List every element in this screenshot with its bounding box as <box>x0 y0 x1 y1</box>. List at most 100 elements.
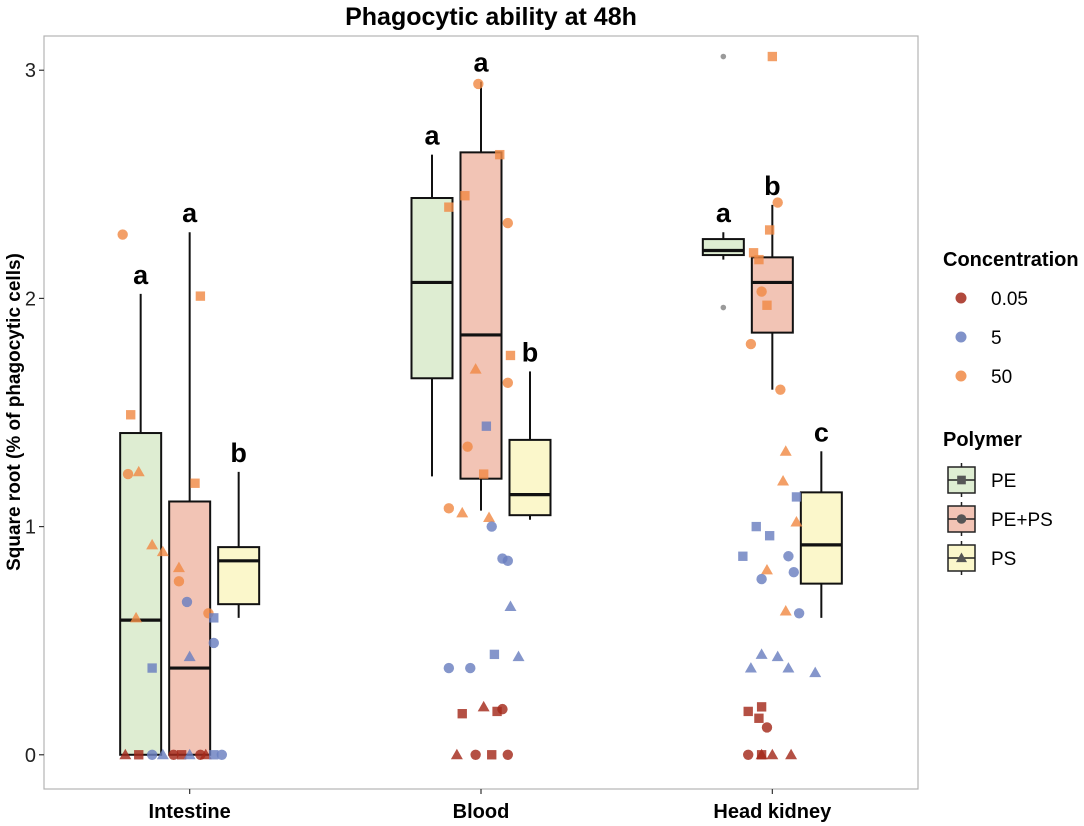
legend-polymer-label: PS <box>991 549 1016 570</box>
data-point <box>762 300 772 310</box>
data-point <box>173 576 185 587</box>
data-point <box>190 478 200 488</box>
x-axis: Intestine Blood Head kidney <box>149 789 832 823</box>
y-tick-label: 0 <box>25 745 36 767</box>
data-point <box>775 384 786 395</box>
data-point <box>502 377 514 389</box>
data-point <box>772 197 783 208</box>
data-point <box>497 703 508 715</box>
box-pe-ps <box>750 204 794 390</box>
data-point <box>146 749 158 760</box>
data-point <box>483 511 496 522</box>
point-layer <box>117 51 822 760</box>
data-point <box>502 555 514 567</box>
box-body <box>701 238 745 257</box>
box-body <box>508 438 552 517</box>
data-point <box>764 225 775 235</box>
data-point <box>132 465 145 477</box>
data-point <box>216 749 228 760</box>
significance-letter: b <box>522 337 539 367</box>
data-point <box>745 338 757 350</box>
data-point <box>766 748 779 760</box>
data-point <box>183 748 196 760</box>
outlier-point <box>720 304 727 311</box>
data-point <box>134 750 144 760</box>
data-point <box>760 563 773 575</box>
box-pe <box>701 232 745 260</box>
data-point <box>487 750 497 760</box>
significance-letters: a a b a a b a b c <box>133 48 829 468</box>
data-point <box>788 567 799 578</box>
data-point <box>156 748 169 760</box>
data-point <box>176 750 187 760</box>
legend-concentration-marker <box>955 331 967 343</box>
data-point <box>502 217 514 229</box>
data-point <box>777 474 790 486</box>
y-tick-label: 2 <box>25 288 36 310</box>
data-point <box>209 750 219 760</box>
data-point <box>172 561 185 573</box>
data-point <box>486 521 497 532</box>
data-point <box>755 748 768 760</box>
data-point <box>502 749 514 760</box>
data-point <box>443 503 455 514</box>
significance-letter: a <box>473 48 489 78</box>
data-point <box>809 666 822 678</box>
data-point <box>473 78 484 90</box>
legend-polymer-shape <box>956 514 967 524</box>
data-point <box>156 545 169 557</box>
data-point <box>183 650 196 662</box>
box-body <box>168 500 212 756</box>
box-ps <box>799 451 843 618</box>
legend-concentration-label: 50 <box>991 367 1012 388</box>
y-axis: 0 1 2 3 <box>25 60 44 767</box>
data-point <box>168 749 179 760</box>
data-point <box>126 410 136 420</box>
data-point <box>469 363 482 374</box>
legend-title-polymer: Polymer <box>943 429 1022 451</box>
box-pe-ps <box>168 232 212 756</box>
data-point <box>771 650 784 662</box>
data-point <box>181 596 193 608</box>
data-point <box>479 469 489 479</box>
data-point <box>738 551 748 561</box>
data-point <box>754 713 764 723</box>
data-point <box>147 663 157 673</box>
box-pe <box>410 154 454 477</box>
data-point <box>512 650 525 662</box>
legend-polymer-shape <box>955 552 968 563</box>
data-point <box>470 749 481 760</box>
legend-concentration-label: 0.05 <box>991 289 1028 310</box>
y-tick-label: 3 <box>25 60 36 82</box>
y-axis-label: Square root (% of phagocytic cells) <box>4 253 25 571</box>
data-point <box>744 662 757 673</box>
significance-letter: a <box>133 260 149 290</box>
data-point <box>764 531 775 541</box>
data-point <box>462 441 473 452</box>
data-point <box>117 229 128 240</box>
x-tick-label: Blood <box>453 801 510 823</box>
significance-letter: c <box>814 417 829 447</box>
data-point <box>444 202 454 212</box>
data-point <box>743 706 753 717</box>
data-point <box>481 421 492 431</box>
data-point <box>782 662 795 673</box>
data-point <box>477 700 490 712</box>
legend-concentration-marker <box>955 292 967 304</box>
data-point <box>456 506 469 518</box>
data-point <box>761 722 773 733</box>
box-ps <box>217 471 261 618</box>
data-point <box>767 51 778 62</box>
data-point <box>122 468 134 480</box>
legend-concentration-label: 5 <box>991 328 1002 349</box>
data-point <box>743 749 754 760</box>
data-point <box>756 573 767 585</box>
x-tick-label: Head kidney <box>713 801 832 823</box>
data-point <box>504 600 517 611</box>
data-point <box>748 248 759 258</box>
data-point <box>779 605 792 616</box>
legend-concentration-marker <box>955 370 967 382</box>
legend-polymer-label: PE <box>991 471 1016 492</box>
legend-polymer-shape <box>957 475 966 485</box>
